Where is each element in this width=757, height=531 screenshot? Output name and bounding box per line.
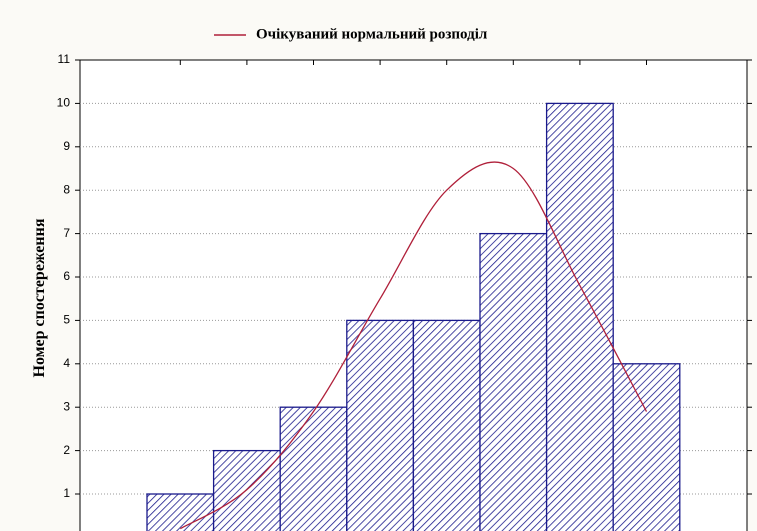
y-axis-label: Номер спостереження [31,218,48,377]
bar [412,319,481,531]
bar [346,319,415,531]
normal-curve [179,161,648,530]
bar [212,449,281,531]
legend-label: Очікуваний нормальний розподіл [256,26,488,42]
y-tick-label: 3 [63,399,70,413]
y-tick-label: 8 [63,182,70,196]
bar [146,493,215,531]
bar [479,232,548,531]
y-tick-label: 10 [57,96,71,110]
y-tick-label: 9 [63,139,70,153]
bar [612,363,681,531]
y-tick-label: 2 [63,443,70,457]
bar [279,406,348,531]
y-tick-label: 6 [63,269,70,283]
y-tick-label: 11 [58,52,71,66]
y-tick-label: 7 [63,226,70,240]
y-tick-label: 1 [63,486,70,500]
y-tick-label: 4 [63,356,70,370]
bar [545,102,614,531]
y-tick-label: 5 [63,313,70,327]
